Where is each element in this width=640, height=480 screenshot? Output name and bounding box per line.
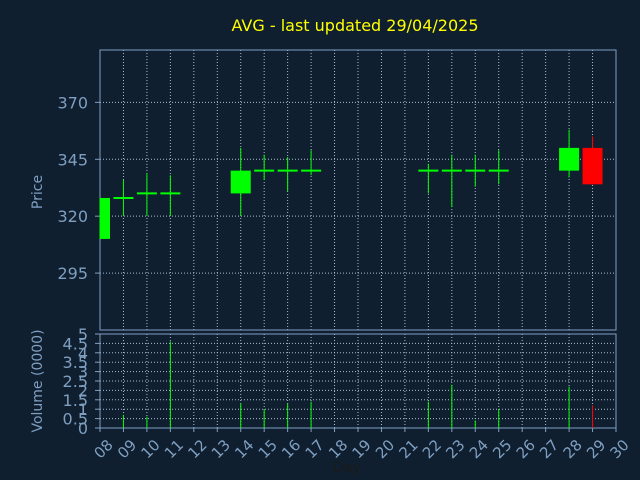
price-panel: 295 320 345 370 <box>57 49 617 331</box>
candle-body <box>100 197 110 239</box>
price-tick-label: 320 <box>57 207 88 226</box>
volume-tick-label: 2 <box>78 381 88 400</box>
volume-tick-label: 0 <box>78 419 88 438</box>
candle-body <box>559 147 580 171</box>
chart-title: AVG - last updated 29/04/2025 <box>232 16 479 35</box>
volume-tick-label: 2.5 <box>63 372 88 391</box>
price-plot-frame <box>99 49 617 331</box>
price-axis-label: Price <box>30 175 46 209</box>
price-tick-label: 295 <box>57 264 88 283</box>
volume-axis-label: Volume (0000) <box>30 329 46 432</box>
volume-tick-label: 3 <box>78 363 88 382</box>
price-tick-label: 370 <box>57 93 88 112</box>
volume-tick-label: 3.5 <box>63 353 88 372</box>
x-axis-label: Day <box>333 460 361 476</box>
volume-tick-label: 1 <box>78 400 88 419</box>
volume-tick-label: 5 <box>78 325 88 344</box>
candle-body <box>230 170 251 194</box>
candle-body <box>582 147 603 185</box>
volume-tick-label: 1.5 <box>63 391 88 410</box>
volume-tick-label: 4.5 <box>63 334 88 353</box>
volume-panel: 00.511.522.533.544.55 <box>63 325 617 438</box>
volume-tick-label: 4 <box>78 344 88 363</box>
volume-tick-label: 0.5 <box>63 410 88 429</box>
price-tick-label: 345 <box>57 150 88 169</box>
